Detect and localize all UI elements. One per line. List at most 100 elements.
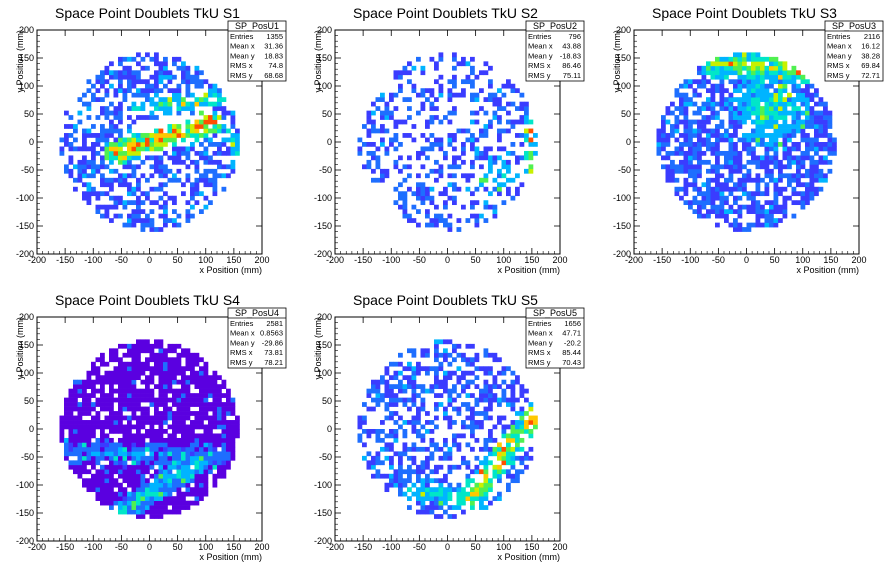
histogram-cell [773,200,779,206]
histogram-cell [497,88,502,94]
histogram-cell [429,195,435,201]
histogram-cell [796,88,801,94]
histogram-cell [483,397,489,403]
histogram-cell [656,150,662,156]
histogram-cell [113,155,119,161]
histogram-cell [131,186,137,192]
histogram-cell [190,487,195,493]
histogram-cell [131,370,137,376]
histogram-cell [519,437,525,443]
histogram-cell [470,469,475,475]
histogram-cell [190,79,195,85]
histogram-cell [447,182,453,188]
histogram-cell [163,446,168,452]
x-tick-label: 200 [254,542,269,552]
histogram-cell [742,65,747,71]
histogram-cell [118,200,123,206]
histogram-cell [778,209,783,214]
histogram-cell [746,142,752,147]
histogram-cell [443,357,448,363]
histogram-cell [764,133,770,138]
histogram-cell [474,352,480,358]
histogram-cell [823,124,828,129]
histogram-cell [782,155,788,161]
histogram-cell [697,155,702,161]
histogram-cell [492,115,498,120]
histogram-cell [733,65,738,71]
histogram-cell [782,70,788,76]
histogram-cell [692,110,698,116]
histogram-cell [145,505,150,510]
histogram-cell [77,379,83,385]
histogram-cell [470,65,475,71]
histogram-cell [212,442,218,448]
histogram-cell [393,397,399,403]
histogram-cell [140,146,146,152]
histogram-cell [443,411,448,416]
y-tick-label: 200 [317,312,332,322]
histogram-cell [719,164,725,170]
x-tick-label: -100 [84,542,102,552]
histogram-cell [118,79,123,85]
histogram-cell [393,482,399,488]
histogram-cell [665,106,671,111]
histogram-cell [755,56,761,62]
histogram-cell [733,164,738,170]
histogram-cell [420,88,426,94]
histogram-cell [136,150,141,156]
histogram-cell [100,424,105,430]
histogram-cell [104,155,110,161]
histogram-cells [357,339,538,519]
histogram-cell [167,433,173,439]
histogram-cell [474,487,480,493]
histogram-cell [190,500,195,506]
histogram-cell [113,70,119,76]
histogram-cell [429,92,435,98]
stats-value: -20.2 [564,338,581,347]
histogram-cell [483,218,489,223]
histogram-cell [86,455,92,461]
histogram-cell [497,384,502,389]
histogram-cell [796,168,801,174]
histogram-cell [131,451,137,457]
histogram-cell [163,375,168,381]
histogram-cell [172,155,177,161]
histogram-cell [492,451,498,457]
histogram-cell [181,97,186,102]
histogram-cell [185,79,191,85]
stats-label: Mean x [528,42,553,51]
histogram-cell [163,70,168,76]
histogram-cell [131,150,137,156]
histogram-cell [492,375,498,381]
histogram-cell [407,397,412,403]
histogram-cell [755,124,761,129]
histogram-cell [77,159,83,165]
histogram-cell [479,150,484,156]
histogram-cell [118,388,123,394]
histogram-cell [154,370,159,376]
histogram-cell [692,168,698,174]
histogram-cell [411,65,417,71]
histogram-cell [501,433,507,439]
histogram-cell [461,56,466,62]
histogram-cell [149,218,155,223]
histogram-cell [91,155,96,161]
histogram-cell [827,142,833,147]
histogram-cell [692,200,698,206]
histogram-cell [154,361,159,367]
histogram-cell [149,388,155,394]
histogram-cell [818,168,824,174]
histogram-cell [782,115,788,120]
histogram-cell [127,186,132,192]
histogram-cell [773,209,779,214]
histogram-cell [814,177,819,183]
histogram-cell [167,361,173,367]
histogram-cell [688,159,693,165]
histogram-cell [208,437,213,443]
histogram-cell [172,478,177,484]
histogram-cell [163,222,168,228]
histogram-cell [456,500,462,506]
histogram-cell [82,433,87,439]
histogram-cell [140,101,146,107]
histogram-cell [140,473,146,479]
